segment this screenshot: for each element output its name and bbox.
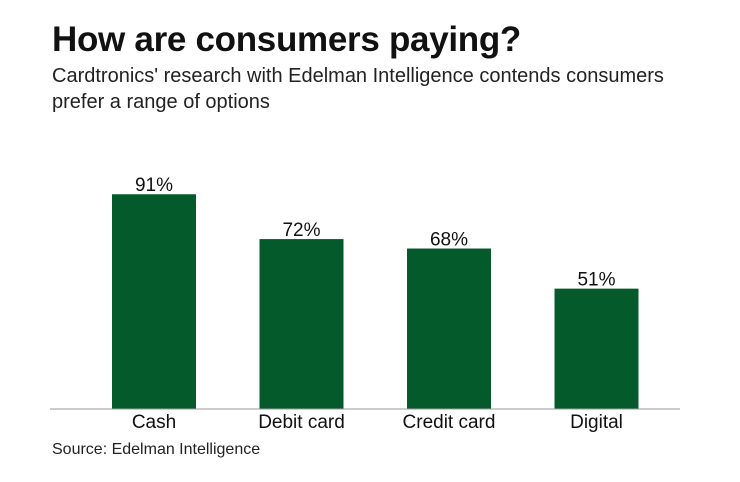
labels-group: 91% Cash 72% Debit card 68% Credit card 51% Dig… (132, 175, 623, 433)
chart-title: How are consumers paying? (52, 20, 522, 59)
bar-debit-card (259, 239, 344, 409)
value-label-cash: 91% (135, 175, 173, 196)
value-label-debit-card: 72% (282, 220, 320, 241)
bar-digital (554, 288, 639, 409)
source-note: Source: Edelman Intelligence (52, 441, 261, 458)
category-label-cash: Cash (132, 412, 176, 433)
category-label-digital: Digital (570, 412, 623, 433)
bar-cash (112, 194, 196, 409)
value-label-credit-card: 68% (430, 230, 468, 251)
category-label-credit-card: Credit card (403, 412, 496, 433)
bar-credit-card (407, 248, 491, 409)
category-label-debit-card: Debit card (258, 412, 345, 433)
chart-subtitle: Cardtronics' research with Edelman Intel… (52, 65, 664, 113)
bars-group (112, 194, 639, 409)
value-label-digital: 51% (577, 270, 615, 291)
